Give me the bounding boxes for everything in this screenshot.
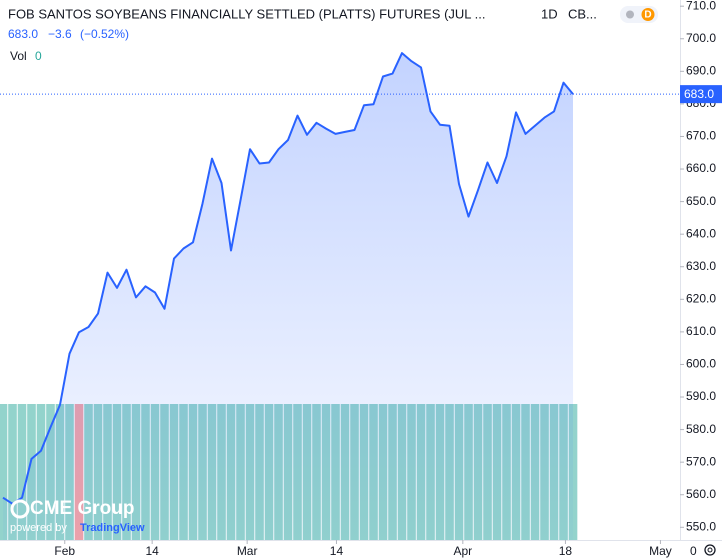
x-tick-label: May [649, 544, 672, 558]
y-tick-label: 640.0 [686, 226, 716, 240]
vol-label: Vol [10, 49, 27, 63]
x-tick-label: 14 [330, 544, 344, 558]
y-tick-label: 580.0 [686, 422, 716, 436]
zero: 0 [690, 544, 697, 558]
y-tick-label: 630.0 [686, 259, 716, 273]
x-tick-label: Feb [54, 544, 75, 558]
x-tick-label: Apr [453, 544, 472, 558]
exchange: CB... [568, 6, 597, 21]
logo: CME Group powered by TradingView [10, 498, 145, 534]
logo-brand: TradingView [80, 522, 145, 534]
badge: D [644, 10, 651, 21]
x-tick-label: 18 [559, 544, 573, 558]
volume-bar [568, 404, 578, 540]
y-tick-label: 700.0 [686, 31, 716, 45]
badge-dot [626, 10, 634, 19]
badge-circle [641, 8, 655, 21]
y-tick-label: 550.0 [686, 519, 716, 533]
settings-icon[interactable] [704, 544, 716, 556]
volume-bar [17, 404, 27, 540]
volume-bar [8, 404, 17, 540]
price-line [2, 52, 574, 505]
logo-name: CME Group [30, 498, 135, 519]
logo-globe [10, 499, 30, 519]
volume-bar [0, 404, 8, 540]
last-price-label: 683.0 [684, 87, 714, 101]
y-tick-label: 620.0 [686, 291, 716, 305]
logo-powered: powered by [10, 522, 67, 534]
y-tick-label: 690.0 [686, 63, 716, 77]
y-tick-label: 570.0 [686, 454, 716, 468]
vol-value: 0 [35, 49, 42, 63]
y-tick-label: 710.0 [686, 0, 716, 12]
y-tick-label: 560.0 [686, 487, 716, 501]
price: 683.0 [8, 27, 38, 41]
y-tick-label: 660.0 [686, 161, 716, 175]
x-tick-label: Mar [237, 544, 258, 558]
y-tick-label: 670.0 [686, 129, 716, 143]
x-tick-label: 14 [145, 544, 159, 558]
chart-title: FOB SANTOS SOYBEANS FINANCIALLY SETTLED … [8, 6, 485, 21]
y-tick-label: 600.0 [686, 357, 716, 371]
area [3, 53, 574, 540]
change-pct: (−0.52%) [80, 27, 129, 41]
y-tick-label: 610.0 [686, 324, 716, 338]
y-tick-label: 590.0 [686, 389, 716, 403]
interval: 1D [541, 6, 558, 21]
change: −3.6 [48, 27, 72, 41]
y-tick-label: 650.0 [686, 194, 716, 208]
last-price-tag [680, 85, 722, 104]
